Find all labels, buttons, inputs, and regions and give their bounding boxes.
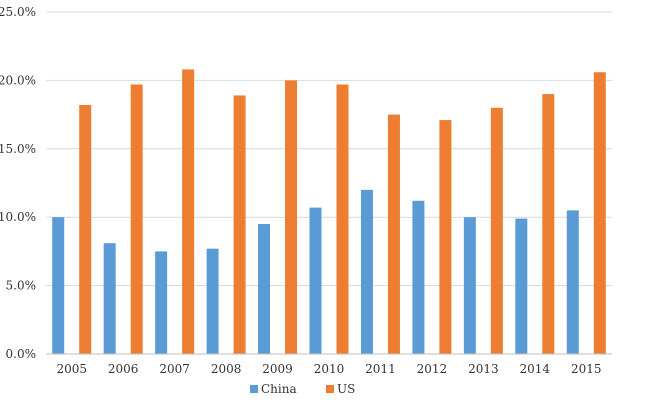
y-tick-label: 25.0% [0,5,36,19]
bar-us-2008 [233,95,246,354]
x-tick-label: 2009 [262,362,293,376]
bar-us-2007 [182,69,195,355]
bar-china-2007 [155,251,168,354]
y-tick-label: 15.0% [0,142,36,156]
legend-label-us: US [337,382,355,396]
y-tick-label: 0.0% [6,347,37,361]
x-tick-label: 2014 [520,362,551,376]
bar-china-2011 [360,189,373,354]
legend-swatch-china [250,385,258,393]
bar-china-2010 [309,207,322,354]
x-tick-label: 2013 [468,362,499,376]
bar-us-2012 [439,120,452,355]
x-tick-label: 2011 [365,362,396,376]
bar-us-2011 [387,114,400,354]
x-tick-label: 2008 [211,362,242,376]
y-tick-label: 5.0% [6,279,37,293]
legend-swatch-us [326,385,334,393]
bar-china-2005 [52,217,65,354]
bar-us-2006 [130,84,143,354]
bars [52,69,606,355]
bar-us-2005 [79,105,92,354]
bar-china-2014 [515,218,528,354]
x-tick-label: 2007 [159,362,190,376]
x-tick-label: 2015 [571,362,602,376]
x-tick-label: 2005 [56,362,87,376]
bar-china-2008 [206,248,219,354]
bar-china-2015 [566,210,579,354]
bar-china-2013 [463,217,476,354]
x-axis-tick-labels: 2005 2006 2007 2008 2009 2010 2011 2012 2013 2014… [56,362,601,376]
legend-label-china: China [261,382,297,396]
bar-china-2012 [412,200,425,354]
bar-us-2013 [490,107,503,354]
bar-us-2015 [593,72,606,354]
x-tick-label: 2006 [108,362,139,376]
y-tick-label: 20.0% [0,73,36,87]
bar-us-2009 [285,80,298,355]
bar-us-2014 [542,94,555,354]
x-tick-label: 2012 [417,362,448,376]
y-tick-label: 10.0% [0,210,36,224]
bar-china-2009 [258,224,271,354]
x-tick-label: 2010 [314,362,345,376]
bar-us-2010 [336,84,349,354]
y-axis-tick-labels: 0.0% 5.0% 10.0% 15.0% 20.0% 25.0% [0,5,36,361]
legend: China US [250,382,355,396]
bar-china-2006 [103,243,116,354]
